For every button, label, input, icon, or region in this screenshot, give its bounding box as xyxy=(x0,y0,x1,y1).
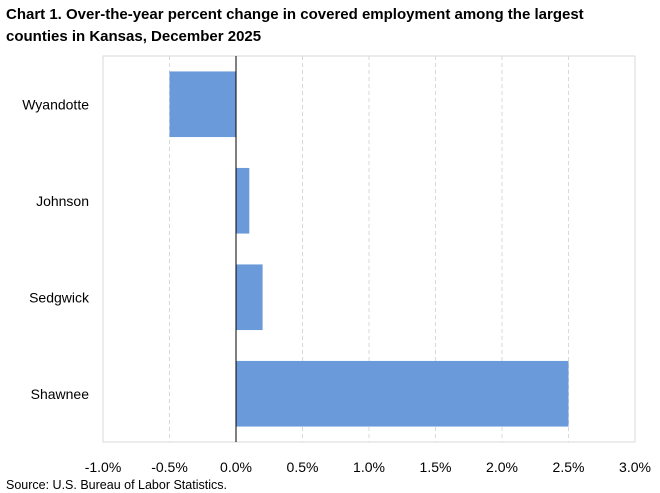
bar-johnson xyxy=(236,167,250,234)
x-tick-label-4: 1.0% xyxy=(353,459,385,475)
x-tick-label-1: -0.5% xyxy=(151,459,188,475)
category-label-sedgwick: Sedgwick xyxy=(29,289,90,305)
category-labels: Wyandotte Johnson Sedgwick Shawnee xyxy=(22,96,90,402)
bar-sedgwick xyxy=(236,264,263,331)
x-tick-label-0: -1.0% xyxy=(85,459,122,475)
x-tick-label-8: 3.0% xyxy=(619,459,651,475)
x-tick-labels: -1.0% -0.5% 0.0% 0.5% 1.0% 1.5% 2.0% 2.5% 3.0% xyxy=(85,459,651,475)
x-tick-label-3: 0.5% xyxy=(287,459,319,475)
x-tick-label-6: 2.0% xyxy=(486,459,518,475)
category-label-wyandotte: Wyandotte xyxy=(22,96,89,112)
category-label-johnson: Johnson xyxy=(36,193,89,209)
bar-wyandotte xyxy=(169,71,236,138)
x-tick-label-2: 0.0% xyxy=(220,459,252,475)
x-tick-label-5: 1.5% xyxy=(420,459,452,475)
source-note: Source: U.S. Bureau of Labor Statistics. xyxy=(6,478,227,492)
category-label-shawnee: Shawnee xyxy=(31,386,90,402)
bar-shawnee xyxy=(236,360,569,427)
bars xyxy=(169,71,569,427)
chart-title: Chart 1. Over-the-year percent change in… xyxy=(6,6,584,45)
x-tick-label-7: 2.5% xyxy=(553,459,585,475)
